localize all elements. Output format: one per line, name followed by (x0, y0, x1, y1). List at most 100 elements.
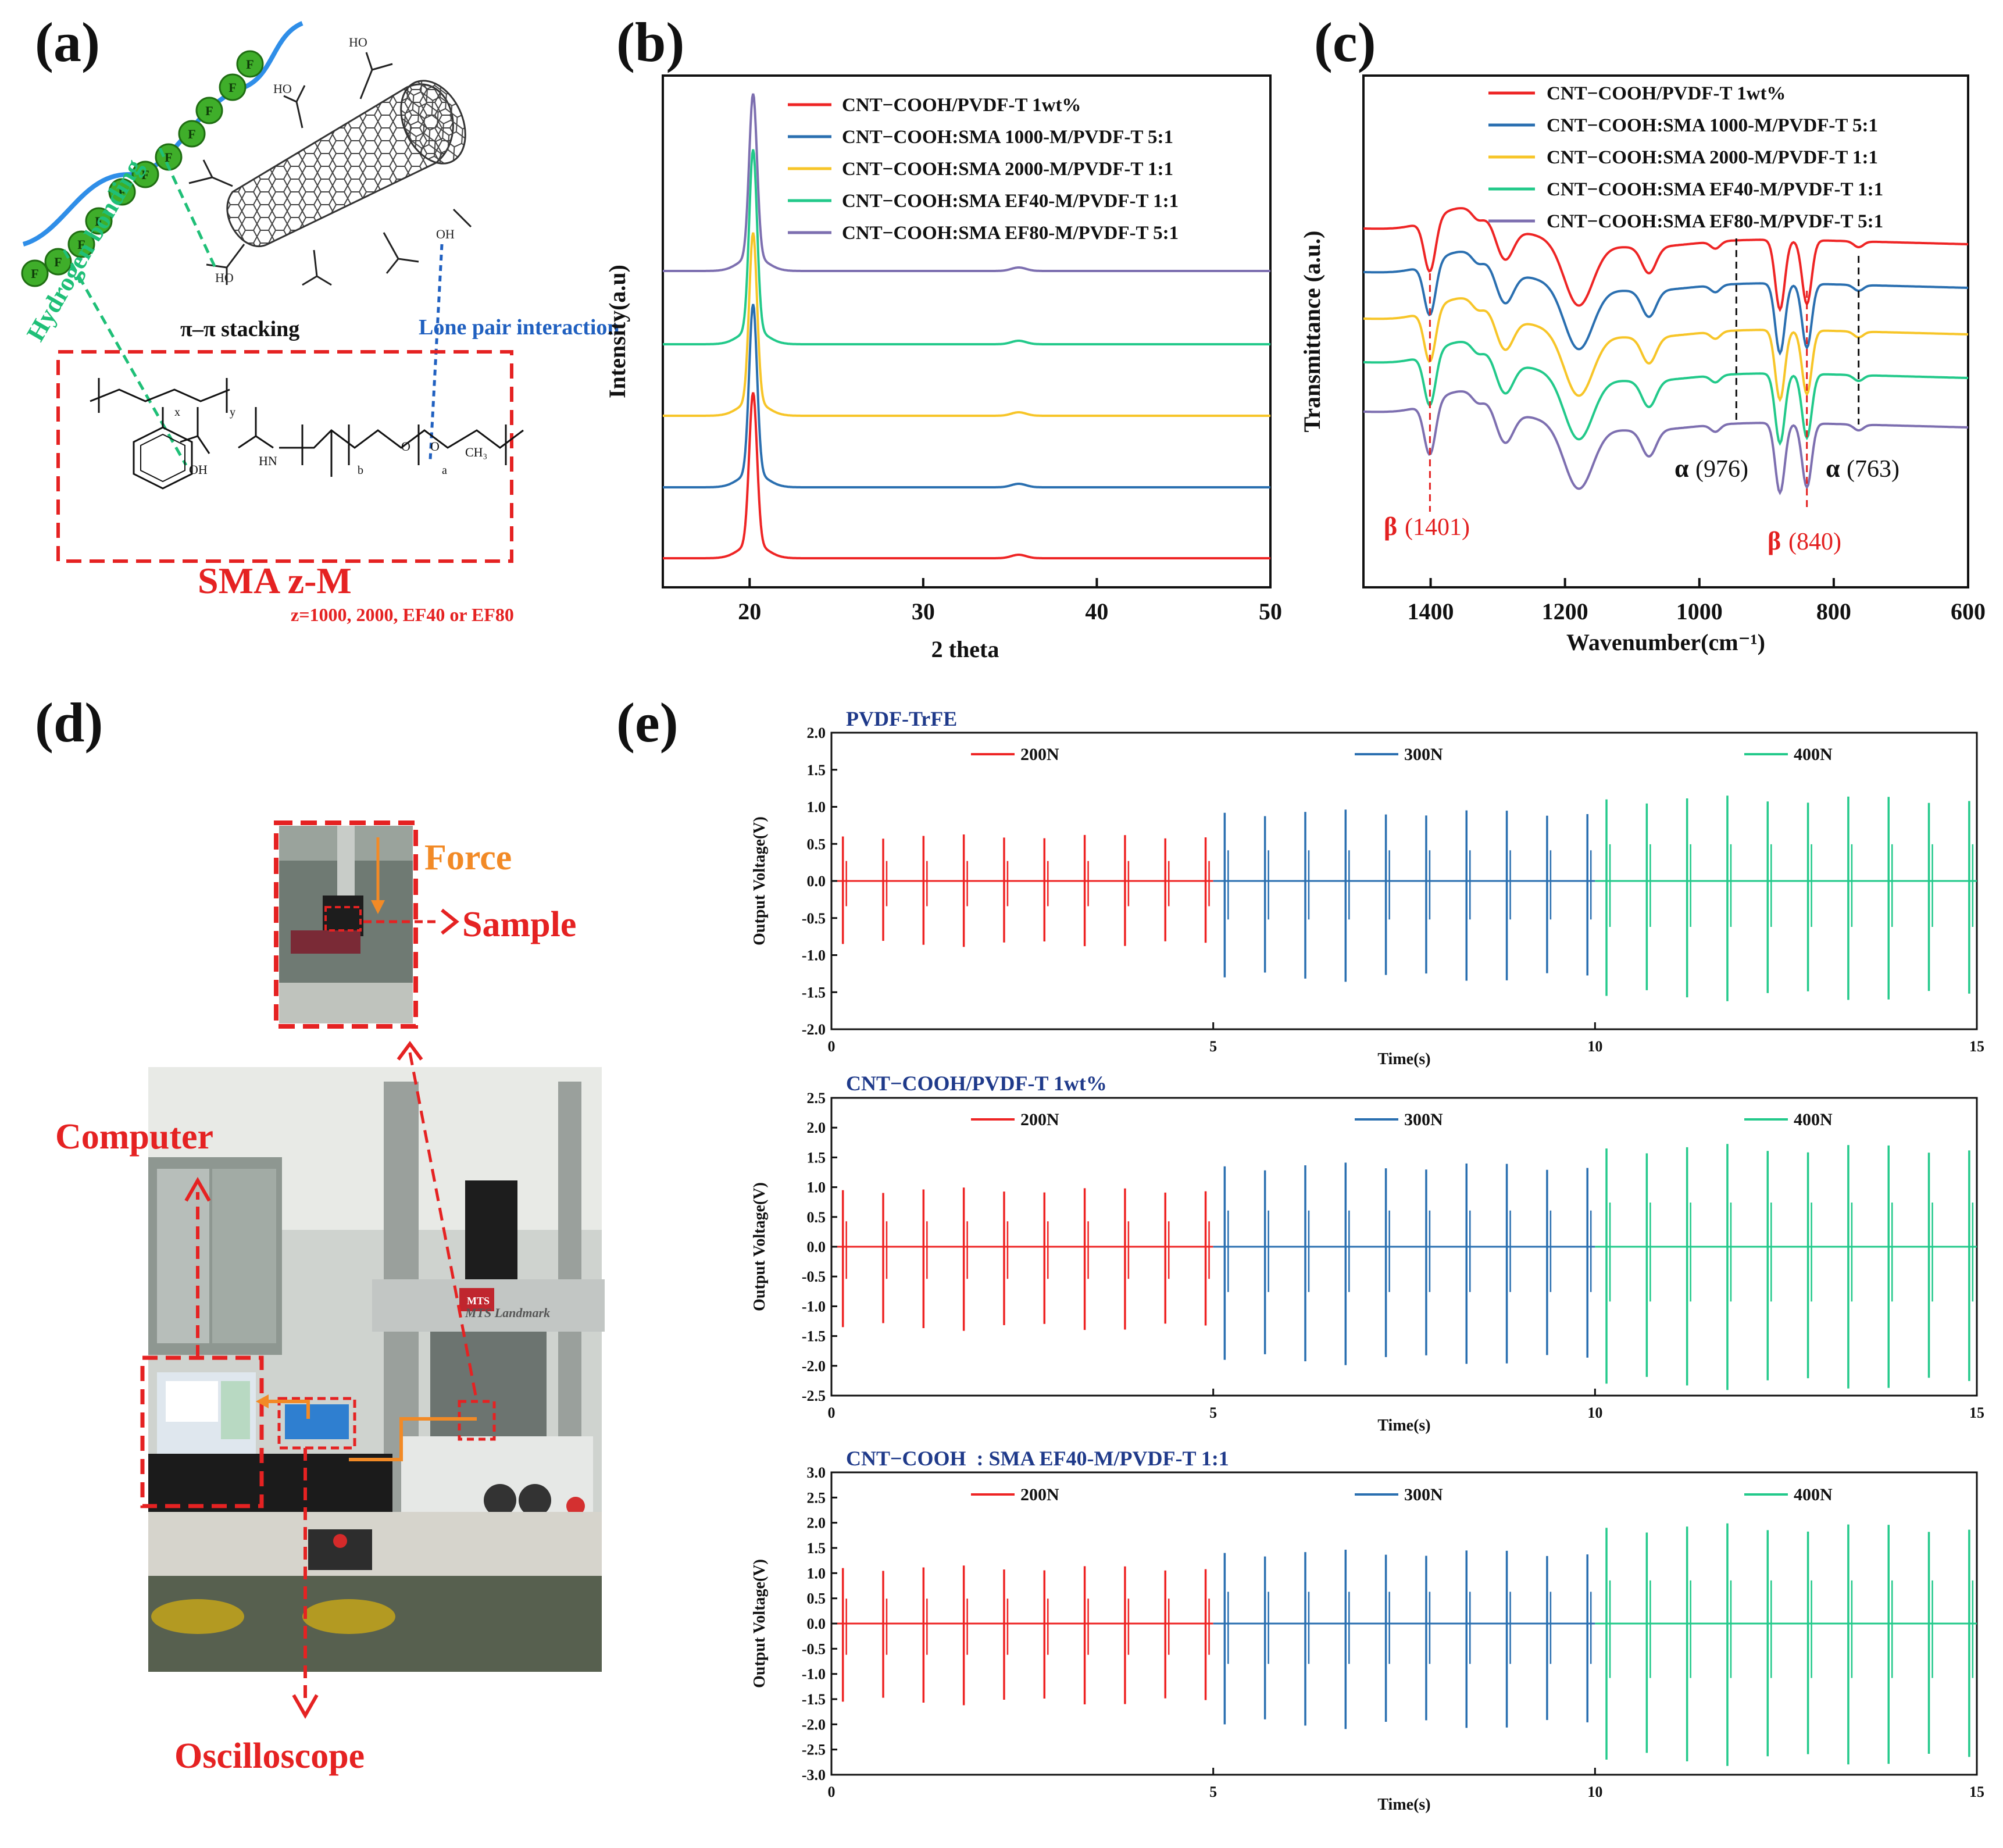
ftir-curves (1363, 207, 1969, 495)
voltage-y-tick-label: 0.0 (807, 1615, 826, 1632)
fluorine-atom (236, 50, 264, 78)
panel-e: (e) 200N 300N 400N 2.0 1.5 1.0 0.5 0.0 -0.5 -1.0 -… (616, 691, 1984, 1814)
xrd-series-line (663, 392, 1270, 559)
fluorine-atom-label: F (77, 237, 85, 252)
oscilloscope-label: Oscilloscope (174, 1736, 365, 1776)
fluorine-atom-label: F (228, 80, 236, 95)
ftir-x-axis-title: Wavenumber(cm⁻¹) (1566, 629, 1765, 655)
fluorine-atom (108, 178, 136, 206)
sample-box (458, 1400, 496, 1441)
panel-a-label: (a) (35, 11, 100, 73)
xrd-y-axis-title: Intensity(a.u) (604, 265, 630, 398)
sma-o-label-1: O (401, 439, 410, 454)
fluorine-atom-label: F (246, 57, 254, 72)
ftir-annotation-greek: β (1384, 512, 1397, 541)
cooh-label-4: HO (215, 270, 234, 285)
voltage-y-tick-label: 1.0 (807, 1565, 826, 1582)
voltage-y-tick-label: -2.0 (802, 1716, 826, 1733)
ftir-annotation-greek: β (1768, 527, 1781, 555)
sample-label: Sample (462, 905, 576, 944)
cooh-label-3: OH (436, 227, 455, 241)
voltage-subplot: 200N 300N 400N 2.5 2.0 1.5 1.0 0.5 0.0 -0.5 -1.0 -1… (751, 1072, 1984, 1435)
fluorine-atom (44, 248, 72, 276)
fluorine-atom (195, 97, 223, 124)
voltage-legend-label: 200N (1020, 1485, 1059, 1504)
ftir-annotation-text: (763) (1847, 456, 1900, 483)
voltage-x-axis-title: Time(s) (1377, 1417, 1430, 1435)
ftir-legend: CNT−COOH/PVDF-T 1wt% CNT−COOH:SMA 1000-M/… (1488, 83, 1883, 232)
xrd-series-line (663, 93, 1270, 272)
computer-box (140, 1355, 264, 1508)
voltage-y-tick-label: 0.0 (807, 873, 826, 890)
voltage-legend-label: 200N (1020, 745, 1059, 764)
voltage-legend-label: 300N (1404, 1110, 1443, 1129)
hydrogen-bonding-text: Hydrogen bonding (21, 154, 148, 346)
sma-structure-box (56, 350, 513, 563)
panel-b-label: (b) (616, 11, 684, 73)
voltage-legend-label: 400N (1794, 745, 1833, 764)
sma-oh-label: OH (189, 462, 208, 477)
voltage-y-axis-title: Output Voltage(V) (751, 816, 769, 946)
voltage-y-tick-label: -0.5 (802, 1640, 826, 1657)
voltage-y-axis-title: Output Voltage(V) (751, 1559, 769, 1688)
ftir-series-line (1363, 297, 1969, 402)
sma-title: SMA z-M (198, 560, 352, 601)
voltage-subplot: 200N 300N 400N 2.0 1.5 1.0 0.5 0.0 -0.5 -1.0 -1.5 -… (751, 707, 1984, 1068)
voltage-x-axis-title: Time(s) (1377, 1796, 1430, 1814)
voltage-x-tick-label: 10 (1587, 1038, 1602, 1055)
ftir-legend-label: CNT−COOH:SMA EF80-M/PVDF-T 5:1 (1547, 211, 1883, 232)
voltage-x-tick-label: 0 (828, 1783, 836, 1800)
voltage-y-tick-label: 2.5 (807, 1090, 826, 1107)
voltage-plot-title: PVDF-TrFE (846, 707, 957, 730)
ftir-legend-label: CNT−COOH:SMA EF40-M/PVDF-T 1:1 (1547, 179, 1883, 200)
sample-arrowhead (441, 908, 459, 935)
voltage-x-tick-label: 10 (1587, 1783, 1602, 1800)
voltage-y-tick-label: -0.5 (802, 910, 826, 927)
ftir-annotation-text: (1401) (1405, 514, 1470, 541)
ftir-annotation-text: (976) (1695, 456, 1748, 483)
xrd-x-tick-label: 50 (1259, 598, 1282, 625)
cooh-label-1: HO (273, 81, 292, 96)
panel-d-label: (d) (35, 691, 103, 754)
fluorine-atom-label: F (188, 127, 195, 141)
panel-c-label: (c) (1314, 11, 1376, 73)
sma-a-label: a (442, 464, 447, 477)
fluorine-atom (178, 120, 206, 148)
voltage-y-axis-title: Output Voltage(V) (751, 1182, 769, 1311)
fluorine-atom (219, 73, 247, 101)
voltage-subplot: 200N 300N 400N 3.0 2.5 2.0 1.5 1.0 0.5 0.0 -0.5 -1.… (751, 1447, 1984, 1814)
ftir-y-axis-title: Transmittance (a.u.) (1299, 231, 1325, 433)
sma-x-label: x (174, 406, 180, 419)
voltage-y-tick-label: -3.0 (802, 1767, 826, 1783)
voltage-y-tick-label: -0.5 (802, 1268, 826, 1285)
data-wire (267, 1400, 310, 1419)
xrd-series-line (663, 304, 1270, 488)
ftir-series-line (1363, 341, 1969, 446)
voltage-y-tick-label: -2.5 (802, 1387, 826, 1404)
fluorine-atom (67, 230, 95, 258)
voltage-y-tick-label: -1.5 (802, 984, 826, 1001)
voltage-x-tick-label: 5 (1209, 1038, 1217, 1055)
fluorine-atom-label: F (141, 167, 149, 182)
xrd-legend-label: CNT−COOH:SMA EF80-M/PVDF-T 5:1 (842, 223, 1179, 244)
fluorine-atom-label: F (118, 185, 126, 199)
panel-e-label: (e) (616, 691, 679, 754)
fluorine-atom (131, 160, 159, 188)
voltage-plot-title: CNT−COOH/PVDF-T 1wt% (846, 1072, 1107, 1095)
fluorine-atom-label: F (205, 104, 213, 118)
xrd-legend: CNT−COOH/PVDF-T 1wt% CNT−COOH:SMA 1000-M/… (788, 95, 1179, 244)
voltage-y-tick-label: -1.0 (802, 1666, 826, 1683)
xrd-x-ticks: 20 30 40 50 (738, 578, 1282, 625)
xrd-x-tick-label: 30 (912, 598, 935, 625)
ftir-plot-frame (1362, 74, 1969, 588)
sma-y-label: y (230, 406, 235, 419)
fluorine-atom-label: F (165, 150, 172, 165)
voltage-x-tick-label: 0 (828, 1404, 836, 1421)
voltage-legend-label: 400N (1794, 1485, 1833, 1504)
voltage-legend-label: 300N (1404, 1485, 1443, 1504)
voltage-y-tick-label: -1.5 (802, 1691, 826, 1708)
ftir-annotation-text: (840) (1788, 529, 1841, 555)
voltage-x-tick-label: 5 (1209, 1783, 1217, 1800)
sma-o-label-2: O (430, 439, 440, 454)
